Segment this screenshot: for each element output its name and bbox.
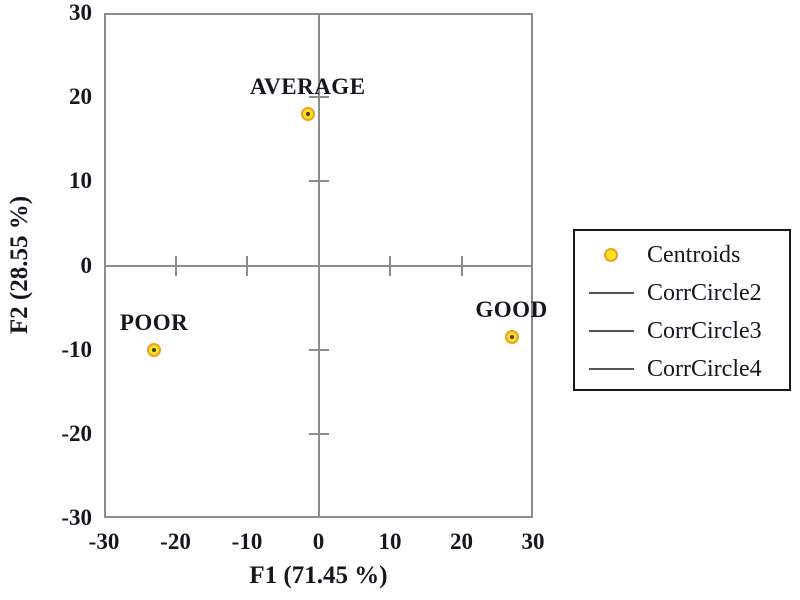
legend-item-label: CorrCircle4 — [647, 356, 762, 382]
x-axis-tick-20 — [460, 255, 463, 276]
y-tick-label--20: -20 — [61, 420, 92, 446]
legend-item-corrcircle3: CorrCircle3 — [575, 312, 789, 350]
x-tick-label-20: 20 — [450, 529, 473, 554]
y-tick-label-0: 0 — [80, 252, 93, 278]
centroid-marker-core — [509, 335, 514, 340]
x-tick-label--20: -20 — [160, 529, 191, 554]
y-tick-label--30: -30 — [61, 505, 92, 530]
series-line-icon — [588, 330, 634, 332]
x-axis-tick--10 — [246, 255, 248, 276]
x-tick-label-30: 30 — [521, 529, 545, 554]
x-axis-title: F1 (71.45 %) — [249, 562, 388, 589]
legend-item-corrcircle2: CorrCircle2 — [575, 274, 789, 312]
centroid-marker-core — [305, 112, 310, 116]
y-tick-label-30: 30 — [69, 0, 92, 25]
legend-marker-cell — [575, 292, 647, 294]
x-tick-label--10: -10 — [231, 529, 263, 554]
x-tick-label-10: 10 — [378, 529, 402, 554]
x-tick-label-0: 0 — [312, 529, 325, 554]
centroid-marker-core — [152, 347, 157, 352]
x-axis-tick-10 — [389, 255, 391, 276]
centroid-marker-poor — [147, 342, 162, 357]
y-zero-axis-line — [317, 13, 320, 518]
legend: Centroids CorrCircle2 CorrCircle3 CorrCircl… — [573, 229, 791, 391]
legend-item-centroids: Centroids — [575, 236, 789, 274]
y-axis-tick--10 — [308, 348, 329, 351]
centroid-marker-good — [504, 330, 519, 345]
legend-item-corrcircle4: CorrCircle4 — [575, 350, 789, 388]
legend-item-label: Centroids — [647, 242, 741, 268]
centroid-label-good: GOOD — [475, 297, 548, 323]
legend-item-label: CorrCircle3 — [647, 318, 762, 344]
y-axis-tick--20 — [308, 432, 329, 435]
legend-marker-cell — [575, 248, 647, 262]
legend-marker-cell — [575, 368, 647, 370]
x-axis-tick--20 — [174, 255, 177, 276]
y-axis-tick-10 — [308, 180, 329, 183]
y-tick-label-20: 20 — [69, 84, 92, 110]
centroid-label-poor: POOR — [119, 309, 189, 335]
series-line-icon — [588, 292, 634, 294]
y-tick-label-10: 10 — [69, 168, 92, 194]
series-line-icon — [588, 368, 634, 370]
legend-marker-cell — [575, 330, 647, 332]
centroid-circle-icon — [604, 248, 618, 262]
y-axis-tick-20 — [308, 96, 329, 99]
legend-item-label: CorrCircle2 — [647, 280, 762, 306]
centroid-label-average: AVERAGE — [249, 74, 366, 99]
centroid-marker-average — [300, 107, 315, 121]
y-tick-label--10: -10 — [61, 336, 92, 362]
x-tick-label--30: -30 — [88, 529, 120, 554]
